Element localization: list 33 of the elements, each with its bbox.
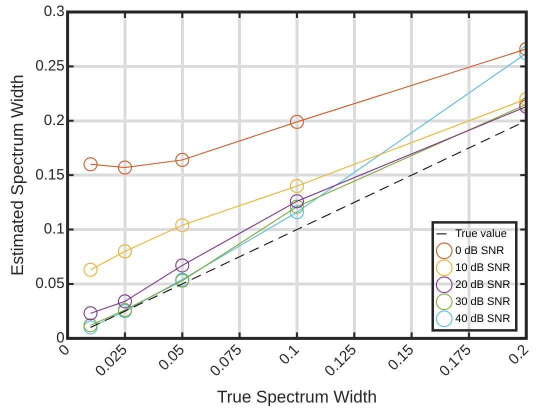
point — [175, 258, 190, 272]
point — [84, 157, 98, 172]
point — [84, 262, 98, 277]
legend-label: 10 dB SNR — [455, 262, 510, 274]
point — [175, 218, 190, 232]
x-axis-title: True Spectrum Width — [216, 387, 377, 406]
x-tick-label: 0.15 — [384, 341, 418, 374]
y-tick-label: 0.05 — [35, 275, 65, 292]
y-tick-label: 0.25 — [35, 58, 65, 75]
y-tick-label: 0 — [56, 329, 65, 346]
y-axis-title: Estimated Spectrum Width — [8, 74, 27, 276]
legend-label: 0 dB SNR — [455, 244, 504, 257]
legend-label: 40 dB SNR — [455, 312, 510, 325]
legend-label: 20 dB SNR — [455, 278, 510, 291]
legend-label: 30 dB SNR — [455, 296, 510, 308]
point — [290, 194, 304, 208]
point — [118, 160, 132, 175]
point — [290, 205, 304, 220]
point — [84, 306, 98, 320]
x-tick-label: 0.2 — [505, 341, 532, 368]
point — [118, 294, 132, 308]
legend-label: True value — [455, 228, 507, 240]
point — [118, 244, 132, 258]
y-tick-label: 0.1 — [44, 220, 65, 238]
y-tick-label: 0.2 — [44, 112, 65, 129]
point — [175, 152, 190, 167]
point — [290, 200, 304, 214]
y-tick-label: 0.15 — [35, 166, 65, 184]
y-tick-label: 0.3 — [44, 3, 65, 20]
x-tick-label: 0.05 — [155, 341, 188, 374]
x-tick-label: 0.1 — [276, 341, 303, 368]
point — [290, 179, 304, 194]
point — [290, 114, 304, 129]
